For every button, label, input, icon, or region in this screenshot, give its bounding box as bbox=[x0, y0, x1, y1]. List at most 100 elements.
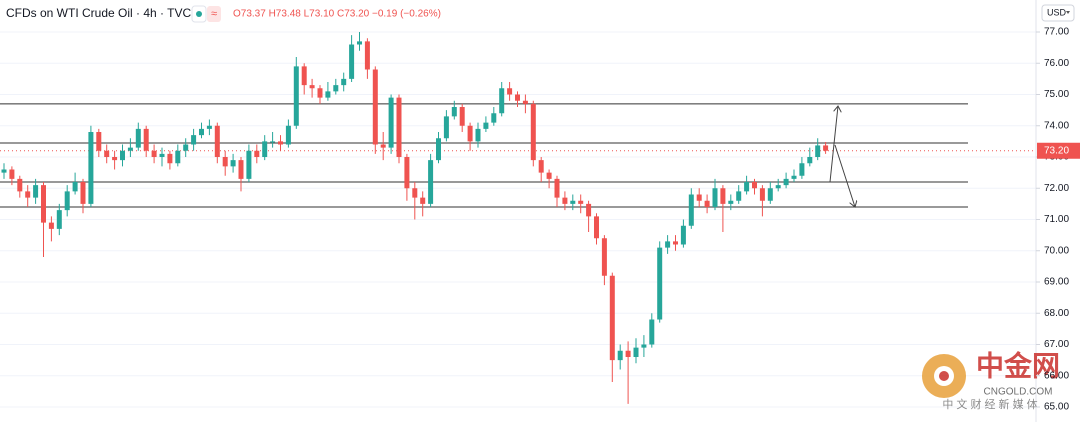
candle-body bbox=[293, 66, 299, 126]
site: CNGOLD.COM bbox=[984, 387, 1053, 398]
candle-body bbox=[657, 247, 663, 320]
candle-body bbox=[728, 200, 734, 204]
currency-caret bbox=[1066, 11, 1070, 14]
last-price-box bbox=[1037, 142, 1080, 159]
candle-body bbox=[633, 347, 639, 357]
candle-body bbox=[96, 132, 102, 151]
candle-body bbox=[451, 107, 457, 117]
candle-body bbox=[680, 225, 686, 245]
candle-body bbox=[246, 150, 252, 179]
candle-body bbox=[554, 178, 560, 198]
candle-body bbox=[696, 194, 702, 201]
candle-body bbox=[783, 178, 789, 186]
candle-body bbox=[135, 128, 141, 148]
currency[interactable]: USD bbox=[1047, 7, 1067, 17]
y-tick-label: 67.00 bbox=[1044, 339, 1069, 350]
candle-body bbox=[744, 182, 750, 192]
candle-body bbox=[127, 147, 133, 151]
candle-body bbox=[546, 172, 552, 179]
candle-body bbox=[759, 188, 765, 201]
y-tick-label: 72.00 bbox=[1044, 183, 1069, 194]
candle-body bbox=[459, 107, 465, 126]
candle-body bbox=[33, 185, 39, 198]
y-tick-label: 74.00 bbox=[1044, 120, 1069, 131]
candle-body bbox=[341, 78, 347, 86]
candle-body bbox=[262, 141, 268, 157]
candle-body bbox=[570, 200, 576, 204]
badge-box bbox=[207, 6, 221, 22]
candle-body bbox=[25, 191, 31, 198]
watermark: 中金网 CNGOLD.COM 中 文 财 经 新 媒 体 bbox=[922, 349, 1060, 411]
candle-body bbox=[475, 128, 481, 142]
candle-body bbox=[807, 157, 813, 164]
candle-body bbox=[270, 141, 276, 143]
candle-body bbox=[609, 275, 615, 361]
y-tick-label: 77.00 bbox=[1044, 27, 1069, 38]
candle-body bbox=[428, 160, 434, 204]
currency-box[interactable] bbox=[1041, 4, 1075, 22]
candle-body bbox=[538, 160, 544, 173]
candle-body bbox=[467, 125, 473, 142]
y-tick-label: 70.00 bbox=[1044, 245, 1069, 256]
candle-body bbox=[586, 203, 592, 217]
candle-body bbox=[64, 191, 70, 211]
candle-body bbox=[41, 185, 46, 223]
candle-body bbox=[191, 135, 197, 145]
candle-body bbox=[112, 157, 118, 161]
candle-body bbox=[301, 66, 307, 86]
candle-body bbox=[88, 132, 94, 204]
candle-body bbox=[736, 191, 742, 201]
candle-body bbox=[522, 100, 528, 104]
candle-body bbox=[594, 216, 599, 239]
candle-body bbox=[325, 91, 331, 98]
candle-body bbox=[372, 69, 378, 145]
candle-body bbox=[507, 88, 513, 95]
candle-body bbox=[688, 194, 694, 226]
brand: 中金网 bbox=[976, 349, 1060, 381]
candle-body bbox=[380, 144, 386, 148]
y-tick-label: 65.00 bbox=[1044, 402, 1069, 413]
candle-body bbox=[665, 241, 671, 248]
status-dot bbox=[196, 11, 202, 17]
candle-body bbox=[420, 197, 426, 204]
slogan: 中 文 财 经 新 媒 体 bbox=[942, 397, 1037, 411]
candle-body bbox=[151, 150, 157, 157]
candle-body bbox=[601, 238, 607, 276]
candle-body bbox=[562, 197, 568, 204]
y-tick-label: 69.00 bbox=[1044, 277, 1069, 288]
candle-body bbox=[48, 222, 54, 229]
candle-body bbox=[712, 188, 718, 207]
y-tick-label: 75.00 bbox=[1044, 89, 1069, 100]
plot bbox=[0, 32, 1036, 404]
candle-body bbox=[285, 125, 291, 145]
arrow-down bbox=[834, 144, 855, 207]
candle-body bbox=[396, 97, 402, 157]
candle-body bbox=[815, 145, 821, 157]
candle-body bbox=[222, 157, 228, 167]
candle-body bbox=[17, 178, 23, 192]
candle-body bbox=[167, 153, 173, 164]
candle-body bbox=[175, 150, 181, 164]
candle-body bbox=[230, 160, 236, 167]
candle-body bbox=[183, 144, 189, 151]
candle-body bbox=[436, 138, 441, 161]
candle-body bbox=[388, 97, 394, 148]
candle-body bbox=[443, 116, 449, 139]
candle-body bbox=[9, 169, 15, 179]
candle-body bbox=[673, 241, 678, 245]
candle-body bbox=[364, 41, 370, 70]
logo-core bbox=[939, 371, 949, 381]
candle-body bbox=[199, 128, 204, 136]
candle-body bbox=[412, 188, 418, 198]
candle-body bbox=[799, 163, 805, 176]
candle-body bbox=[823, 145, 829, 151]
candle-body bbox=[238, 160, 244, 179]
candle-body bbox=[483, 122, 489, 129]
chart-title: CFDs on WTI Crude Oil · 4h · TVC bbox=[6, 6, 191, 20]
candle-body bbox=[278, 141, 283, 145]
candle-body bbox=[791, 175, 797, 179]
status-box bbox=[191, 5, 207, 23]
candle-body bbox=[206, 125, 212, 129]
